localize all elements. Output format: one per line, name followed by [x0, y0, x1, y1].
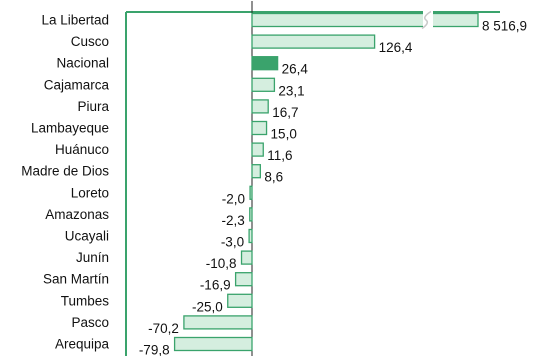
axis-break-icon — [421, 10, 432, 30]
value-label-huanuco: 11,6 — [267, 148, 292, 163]
value-label-cajamarca: 23,1 — [278, 83, 304, 98]
bar-loreto — [249, 185, 253, 200]
chart-frame — [125, 1, 500, 356]
bar-junin — [240, 250, 253, 265]
axis-break-gap — [423, 10, 433, 30]
value-label-madre-de-dios: 8,6 — [264, 170, 283, 185]
category-label-pasco: Pasco — [71, 315, 109, 330]
bar-arequipa — [173, 336, 253, 352]
category-label-huanuco: Huánuco — [55, 142, 109, 157]
value-label-arequipa: -79,8 — [139, 343, 170, 356]
category-label-tumbes: Tumbes — [61, 293, 110, 308]
category-label-arequipa: Arequipa — [55, 337, 110, 352]
category-label-cajamarca: Cajamarca — [44, 77, 110, 92]
bar-huanuco — [251, 142, 264, 157]
bars — [173, 10, 479, 352]
value-label-pasco: -70,2 — [148, 321, 179, 336]
category-label-amazonas: Amazonas — [45, 207, 109, 222]
category-label-ucayali: Ucayali — [65, 229, 109, 244]
bar-nacional — [251, 56, 279, 71]
bar-amazonas — [249, 207, 253, 222]
category-label-piura: Piura — [77, 99, 109, 114]
value-label-la-libertad: 8 516,9 — [482, 19, 527, 34]
bar-la-libertad — [251, 12, 479, 28]
category-label-junin: Junín — [76, 250, 109, 265]
value-label-junin: -10,8 — [206, 256, 237, 271]
value-label-amazonas: -2,3 — [222, 213, 245, 228]
bar-cajamarca — [251, 77, 276, 92]
bar-pasco — [183, 315, 253, 330]
bar-san-martin — [234, 272, 253, 287]
bar-piura — [251, 99, 269, 114]
category-label-lambayeque: Lambayeque — [31, 121, 109, 136]
value-label-ucayali: -3,0 — [221, 235, 244, 250]
bar-tumbes — [227, 293, 253, 308]
value-label-tumbes: -25,0 — [192, 299, 223, 314]
bar-ucayali — [248, 228, 253, 244]
labels: La Libertad 8 516,9 Cusco 126,4 Nacional 26,4… — [21, 13, 527, 356]
bar-lambayeque — [251, 120, 268, 136]
value-label-loreto: -2,0 — [222, 191, 245, 206]
category-label-loreto: Loreto — [71, 185, 109, 200]
value-label-piura: 16,7 — [272, 105, 298, 120]
bar-cusco — [251, 34, 376, 49]
category-label-madre-de-dios: Madre de Dios — [21, 164, 109, 179]
category-label-la-libertad: La Libertad — [41, 13, 109, 28]
value-label-san-martin: -16,9 — [200, 278, 231, 293]
value-label-nacional: 26,4 — [282, 62, 309, 77]
value-label-lambayeque: 15,0 — [271, 127, 297, 142]
category-label-san-martin: San Martín — [43, 272, 109, 287]
category-label-cusco: Cusco — [71, 34, 109, 49]
bar-madre-de-dios — [251, 164, 261, 179]
value-label-cusco: 126,4 — [379, 40, 413, 55]
category-label-nacional: Nacional — [56, 56, 109, 71]
